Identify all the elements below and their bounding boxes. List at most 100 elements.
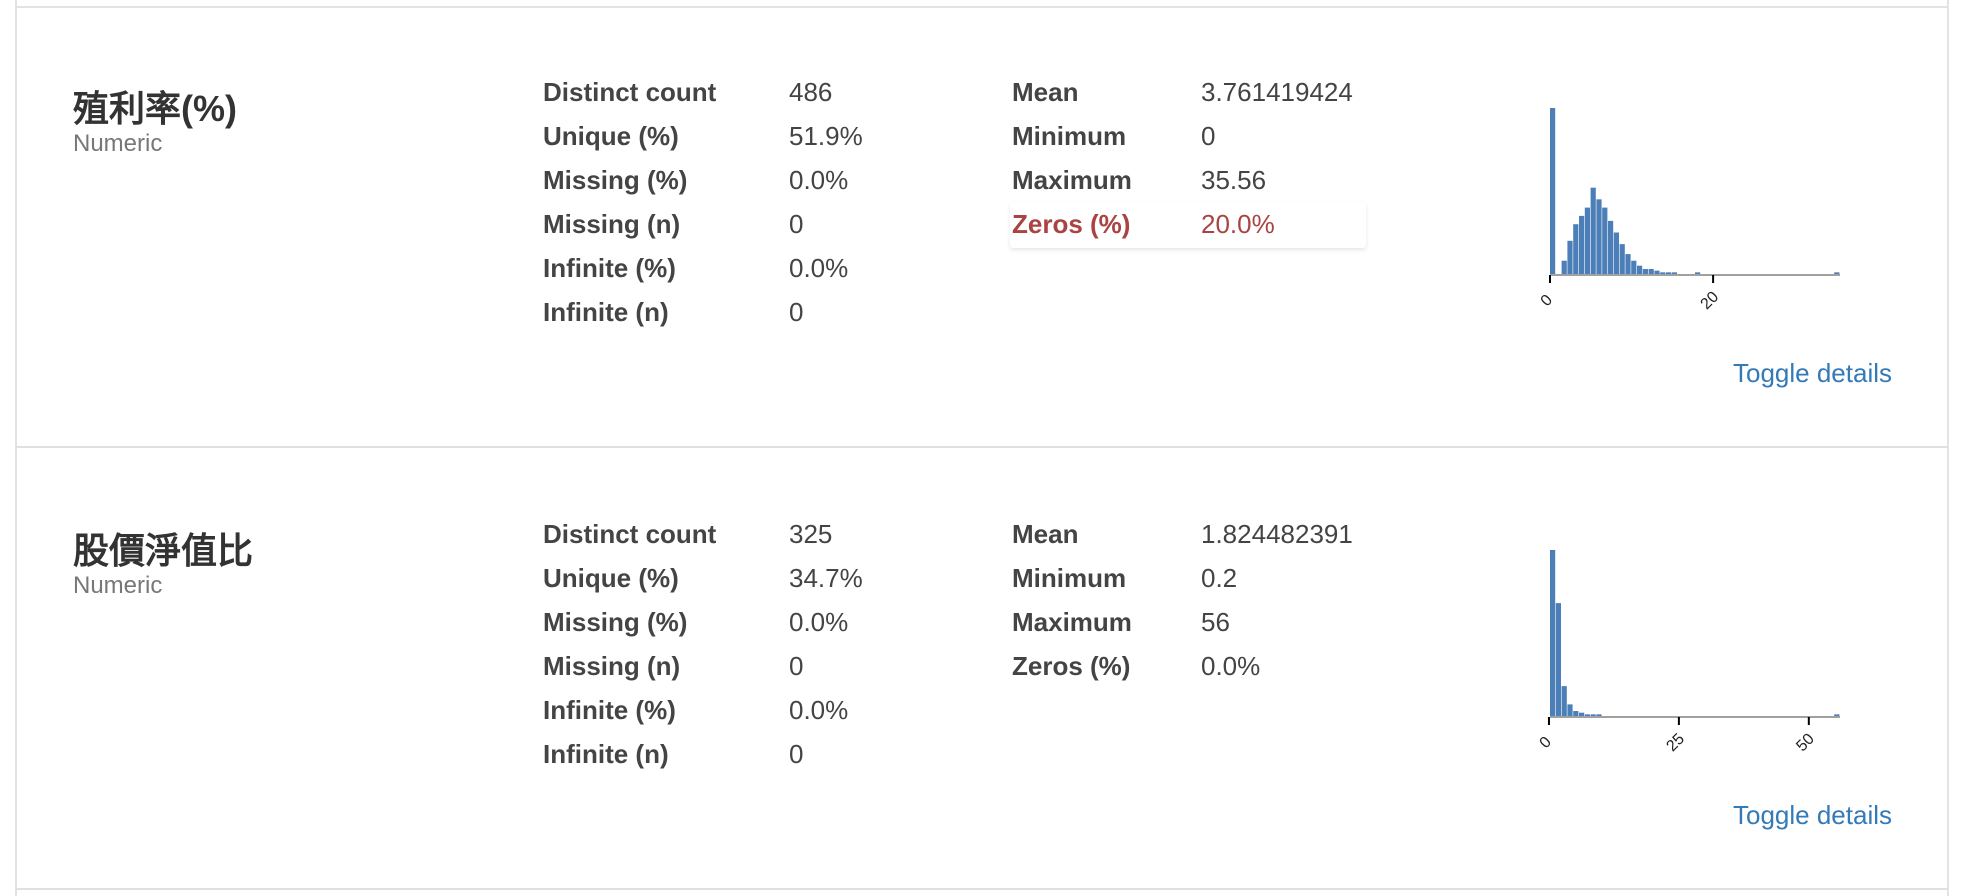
histogram-bar — [1590, 714, 1596, 716]
stat-value: 20.0% — [1201, 208, 1275, 239]
stat-value: 0 — [1201, 120, 1216, 151]
stat-row: Zeros (%) 0.0% — [1012, 644, 1353, 688]
stat-label: Zeros (%) — [1012, 650, 1131, 681]
histogram-bar — [1671, 272, 1677, 274]
histogram-bar — [1648, 269, 1654, 274]
stat-label: Missing (n) — [543, 650, 681, 681]
histogram-chart: 0 25 50 — [1537, 550, 1840, 755]
stats-table-left: Distinct count 486 Unique (%) 51.9% Missin… — [543, 70, 863, 334]
x-tick-label: 0 — [1537, 734, 1555, 752]
histogram-bar — [1654, 270, 1660, 274]
stat-row: Minimum 0 — [1012, 114, 1353, 158]
stat-label: Missing (%) — [543, 606, 688, 637]
variable-row: 股價淨值比 Numeric Distinct count 325 Unique (… — [15, 450, 1949, 890]
stat-label: Distinct count — [543, 518, 717, 549]
histogram-bar — [1573, 711, 1579, 716]
stat-label: Infinite (%) — [543, 694, 676, 725]
histogram-bar — [1834, 714, 1840, 716]
histogram-bar — [1579, 215, 1585, 274]
histogram-bar — [1834, 272, 1840, 274]
stat-value: 34.7% — [789, 562, 863, 593]
variable-type: Numeric — [73, 130, 163, 157]
stat-value: 56 — [1201, 606, 1230, 637]
stat-label: Maximum — [1012, 606, 1132, 637]
stats-table-right: Mean 1.824482391 Minimum 0.2 Maximum 56 Zer… — [1012, 512, 1353, 688]
stat-value: 1.824482391 — [1201, 518, 1353, 549]
variable-name: 股價淨值比 — [73, 530, 254, 571]
histogram-bar — [1642, 269, 1648, 274]
stat-row: Distinct count 486 — [543, 70, 863, 114]
histogram-bar — [1631, 260, 1637, 274]
histogram-bar — [1550, 108, 1556, 274]
stat-label: Missing (n) — [543, 208, 681, 239]
stat-row: Missing (n) 0 — [543, 644, 863, 688]
stat-row: Infinite (n) 0 — [543, 732, 863, 776]
histogram-bar — [1584, 207, 1590, 274]
stat-label: Infinite (n) — [543, 296, 669, 327]
stat-row: Missing (%) 0.0% — [543, 158, 863, 202]
histogram-bar — [1584, 714, 1590, 716]
x-tick-label: 0 — [1538, 292, 1556, 310]
stat-value: 0 — [789, 650, 804, 681]
toggle-details-link[interactable]: Toggle details — [1733, 800, 1892, 830]
histogram-bar — [1561, 260, 1567, 274]
stat-label: Unique (%) — [543, 120, 679, 151]
histogram-bar — [1596, 714, 1602, 716]
stat-label: Mean — [1012, 76, 1079, 107]
report-frame — [15, 0, 1949, 896]
stat-row: Infinite (%) 0.0% — [543, 246, 863, 290]
histogram-bar — [1637, 265, 1643, 274]
stat-value: 325 — [789, 518, 833, 549]
histogram-bar — [1613, 232, 1619, 274]
stat-value: 35.56 — [1201, 164, 1267, 195]
histogram-bar — [1561, 686, 1567, 716]
stat-label: Mean — [1012, 518, 1079, 549]
histogram-bar — [1573, 224, 1579, 274]
stat-label: Unique (%) — [543, 562, 679, 593]
histogram-bar — [1579, 712, 1585, 716]
x-tick-label: 50 — [1793, 730, 1818, 755]
histogram-bar — [1608, 220, 1614, 274]
histogram-bar — [1625, 254, 1631, 274]
histogram-bar — [1550, 550, 1556, 716]
variable-type: Numeric — [73, 572, 163, 599]
stat-label: Distinct count — [543, 76, 717, 107]
x-tick-label: 25 — [1663, 730, 1688, 755]
variable-row: 殖利率(%) Numeric Distinct count 486 Unique … — [15, 8, 1949, 448]
histogram-chart: 0 20 — [1538, 108, 1840, 313]
stat-value: 0.0% — [1201, 650, 1261, 681]
stat-label: Minimum — [1012, 120, 1127, 151]
stat-row: Distinct count 325 — [543, 512, 863, 556]
histogram-bar — [1666, 272, 1672, 274]
stat-value: 0 — [789, 738, 804, 769]
stat-row: Infinite (%) 0.0% — [543, 688, 863, 732]
histogram-bar — [1596, 199, 1602, 274]
stat-label: Missing (%) — [543, 164, 688, 195]
histogram-bar — [1602, 207, 1608, 274]
zeros-alert-highlight — [1010, 202, 1366, 248]
stats-table-left: Distinct count 325 Unique (%) 34.7% Missin… — [543, 512, 863, 776]
stat-row: Maximum 35.56 — [1012, 158, 1353, 202]
histogram-bar — [1567, 704, 1573, 716]
stat-row: Missing (n) 0 — [543, 202, 863, 246]
stat-value: 0.0% — [789, 694, 849, 725]
stat-value: 486 — [789, 76, 833, 107]
stat-value: 3.761419424 — [1201, 76, 1353, 107]
stat-value: 0 — [789, 296, 804, 327]
histogram-bar — [1695, 272, 1701, 274]
stat-row: Mean 3.761419424 — [1012, 70, 1353, 114]
stat-row: Unique (%) 51.9% — [543, 114, 863, 158]
stat-row: Minimum 0.2 — [1012, 556, 1353, 600]
stat-label: Zeros (%) — [1012, 208, 1131, 239]
top-divider — [15, 6, 1949, 8]
toggle-details-link[interactable]: Toggle details — [1733, 358, 1892, 388]
stat-value: 0.2 — [1201, 562, 1238, 593]
stat-row: Missing (%) 0.0% — [543, 600, 863, 644]
stat-row: Infinite (n) 0 — [543, 290, 863, 334]
stat-row: Mean 1.824482391 — [1012, 512, 1353, 556]
stats-table-right: Mean 3.761419424 Minimum 0 Maximum 35.56 Ze… — [1012, 70, 1353, 246]
x-tick-label: 20 — [1698, 288, 1723, 313]
stat-value: 0.0% — [789, 164, 849, 195]
stat-row-alert: Zeros (%) 20.0% — [1012, 202, 1353, 246]
histogram-bar — [1567, 240, 1573, 274]
